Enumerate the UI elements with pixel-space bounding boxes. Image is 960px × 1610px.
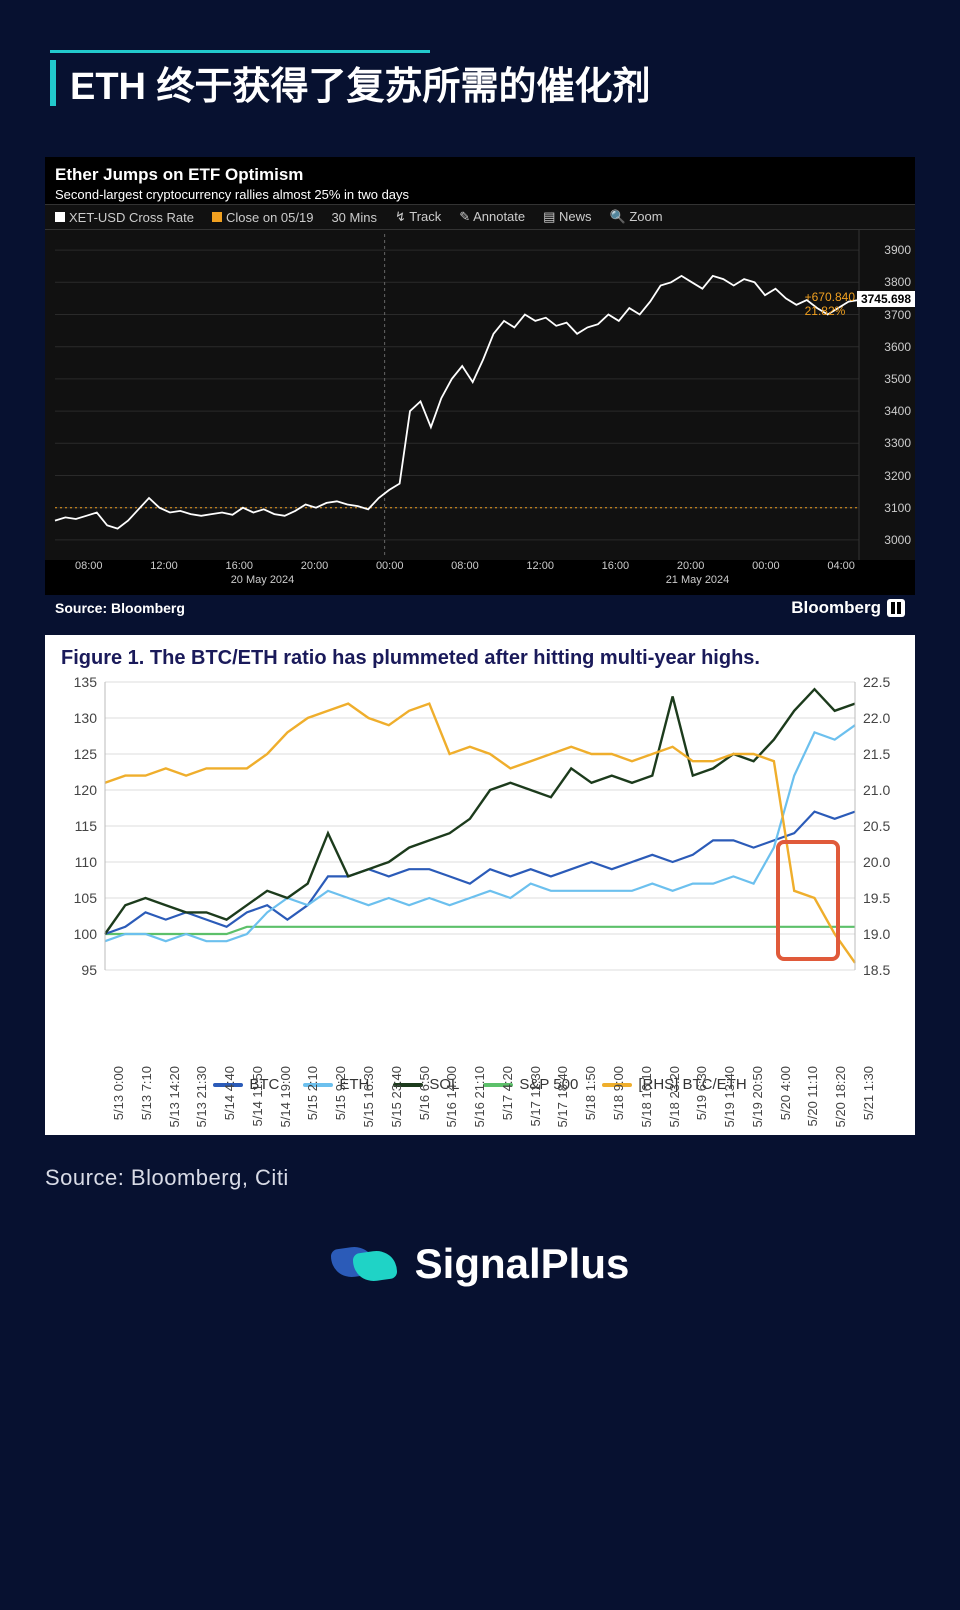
title-section: ETH 终于获得了复苏所需的催化剂: [50, 50, 920, 112]
chart1-tool-interval[interactable]: 30 Mins: [331, 210, 377, 225]
chart1-source: Source: Bloomberg: [55, 600, 185, 616]
chart2-title: Figure 1. The BTC/ETH ratio has plummete…: [61, 647, 899, 670]
chart1-toolbar: XET-USD Cross Rate Close on 05/19 30 Min…: [45, 204, 915, 230]
chart2-y-axis-left: 95100105110115120125130135: [61, 676, 101, 976]
chart1-last-price-tag: 3745.698: [857, 291, 915, 307]
chart1-tool-annotate[interactable]: ✎ Annotate: [459, 209, 525, 225]
chart1-tool-track[interactable]: ↯ Track: [395, 209, 441, 225]
title-accent-left: [50, 60, 56, 106]
brand-logo: SignalPlus: [0, 1240, 960, 1288]
chart1-tool-news[interactable]: ▤ News: [543, 209, 591, 225]
chart1-plot-area: 3000310032003300340035003600370038003900…: [45, 230, 915, 560]
chart2-highlight-box: [776, 840, 840, 961]
brand-mark-icon: [331, 1241, 401, 1287]
chart2-y-axis-right: 18.519.019.520.020.521.021.522.022.5: [859, 676, 899, 976]
chart1-title: Ether Jumps on ETF Optimism: [55, 165, 905, 185]
chart1-subtitle: Second-largest cryptocurrency rallies al…: [55, 187, 905, 202]
page-title: ETH 终于获得了复苏所需的催化剂: [70, 53, 651, 112]
chart1-tool-zoom[interactable]: 🔍 Zoom: [610, 209, 663, 225]
chart1-x-axis: 08:0012:0016:0020:0000:0008:0012:0016:00…: [45, 560, 915, 592]
brand-name: SignalPlus: [415, 1240, 630, 1288]
chart2-x-axis: 5/13 0:005/13 7:105/13 14:205/13 21:305/…: [105, 976, 855, 1072]
chart1-y-axis: 3000310032003300340035003600370038003900: [861, 230, 915, 560]
chart1-change-label: +670.840 21.82%: [805, 290, 855, 319]
chart1-legend-close: Close on 05/19: [212, 210, 313, 225]
chart2-plot-area: 95100105110115120125130135 18.519.019.52…: [61, 676, 899, 976]
citi-chart: Figure 1. The BTC/ETH ratio has plummete…: [45, 635, 915, 1135]
bloomberg-logo: Bloomberg: [791, 598, 905, 618]
bloomberg-chart: Ether Jumps on ETF Optimism Second-large…: [45, 157, 915, 595]
chart1-legend-series: XET-USD Cross Rate: [55, 210, 194, 225]
source-attribution: Source: Bloomberg, Citi: [45, 1165, 289, 1191]
